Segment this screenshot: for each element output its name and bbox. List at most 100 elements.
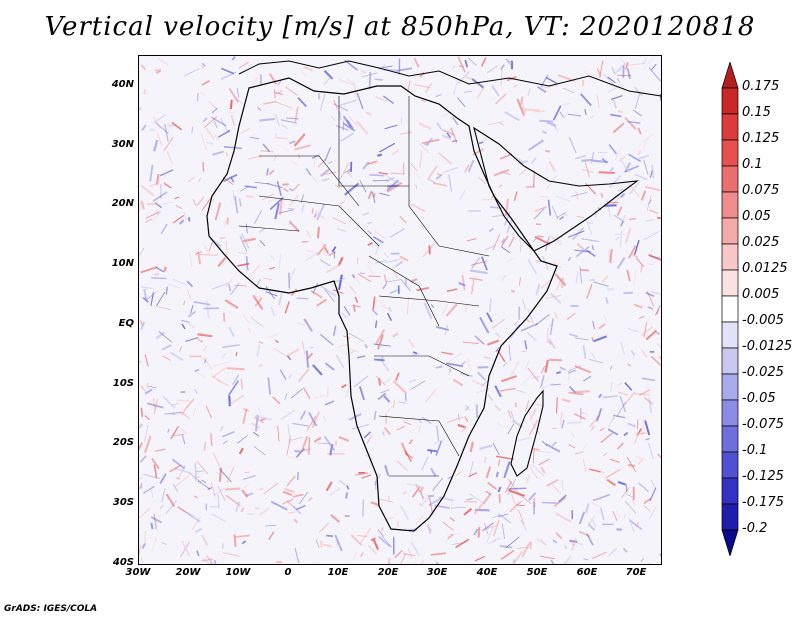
velocity-streak [504, 111, 520, 122]
velocity-streak [238, 251, 248, 255]
velocity-streak [466, 238, 477, 242]
velocity-streak [603, 314, 608, 322]
velocity-streak [419, 559, 425, 564]
velocity-streak [265, 285, 275, 300]
velocity-streak [539, 466, 546, 474]
velocity-streak [378, 63, 386, 71]
velocity-streak [529, 541, 533, 550]
lat-label-20s: 20S [112, 437, 134, 448]
velocity-streak [632, 109, 643, 117]
velocity-streak [561, 479, 564, 491]
velocity-streak [619, 395, 627, 413]
velocity-streak [307, 497, 313, 502]
velocity-streak [250, 316, 264, 328]
colorbar-band [721, 373, 739, 401]
velocity-streak [351, 274, 356, 279]
velocity-streak [144, 354, 149, 367]
velocity-streak [141, 124, 147, 131]
velocity-streak [323, 76, 332, 86]
velocity-streak [576, 243, 585, 251]
velocity-streak [464, 90, 473, 93]
velocity-streak [308, 411, 318, 427]
velocity-streak [154, 69, 162, 72]
velocity-streak [152, 211, 162, 223]
velocity-streak [446, 416, 464, 424]
velocity-streak [486, 312, 493, 323]
velocity-streak [174, 474, 190, 487]
velocity-streak [305, 229, 312, 240]
velocity-streak [254, 209, 263, 224]
velocity-streak [279, 369, 287, 380]
velocity-streak [554, 273, 567, 287]
velocity-streak [542, 130, 547, 134]
velocity-streak [568, 391, 584, 396]
velocity-streak [540, 279, 551, 289]
velocity-streak [532, 422, 541, 436]
velocity-streak [252, 294, 264, 310]
velocity-streak [406, 483, 422, 488]
velocity-streak [294, 106, 299, 123]
velocity-streak [389, 289, 398, 294]
velocity-streak [248, 155, 262, 160]
velocity-streak [624, 227, 632, 244]
velocity-streak [501, 274, 507, 282]
velocity-streak [194, 368, 200, 373]
velocity-streak [161, 344, 172, 351]
velocity-streak [350, 534, 363, 546]
velocity-streak [626, 68, 631, 80]
velocity-streak [379, 142, 396, 153]
velocity-streak [527, 88, 531, 97]
velocity-streak [197, 338, 204, 343]
velocity-streak [487, 339, 500, 346]
velocity-streak [600, 192, 604, 198]
velocity-streak [324, 362, 335, 371]
velocity-streak [422, 243, 435, 258]
velocity-streak [333, 99, 339, 110]
velocity-streak [286, 355, 292, 361]
velocity-streak [259, 117, 275, 122]
velocity-streak [627, 328, 640, 333]
velocity-streak [235, 352, 238, 357]
velocity-streak [187, 217, 191, 222]
velocity-streak [638, 482, 649, 492]
velocity-streak [359, 272, 365, 274]
velocity-streak [378, 377, 382, 386]
velocity-streak [143, 435, 152, 454]
velocity-streak [242, 408, 248, 424]
velocity-streak [162, 355, 171, 361]
lon-label-10e: 10E [327, 567, 349, 578]
velocity-streak [645, 218, 654, 223]
velocity-streak [627, 422, 637, 428]
velocity-streak [462, 341, 479, 345]
velocity-streak [627, 517, 636, 533]
velocity-streak [145, 211, 160, 219]
velocity-streak [605, 468, 621, 479]
velocity-streak [201, 195, 213, 211]
velocity-streak [418, 425, 422, 433]
velocity-streak [582, 345, 587, 359]
velocity-streak [633, 303, 643, 309]
velocity-streak [387, 176, 401, 185]
velocity-streak [214, 134, 220, 142]
colorbar-band [721, 191, 739, 219]
velocity-streak [609, 167, 614, 172]
velocity-streak [283, 147, 291, 153]
velocity-streak [568, 136, 577, 154]
velocity-streak [524, 340, 528, 350]
velocity-streak [510, 289, 516, 294]
lon-label-20w: 20W [175, 567, 201, 578]
velocity-streak [640, 190, 647, 201]
velocity-streak [338, 78, 355, 87]
velocity-streak [555, 397, 558, 414]
velocity-streak [222, 344, 240, 349]
velocity-streak [508, 487, 527, 490]
velocity-streak [316, 226, 320, 239]
velocity-streak [521, 109, 527, 116]
velocity-streak [183, 211, 187, 220]
velocity-streak [305, 319, 311, 330]
velocity-streak [274, 203, 280, 220]
velocity-streak [174, 196, 180, 200]
velocity-streak [394, 549, 403, 559]
velocity-streak [242, 475, 256, 480]
velocity-streak [230, 200, 234, 204]
